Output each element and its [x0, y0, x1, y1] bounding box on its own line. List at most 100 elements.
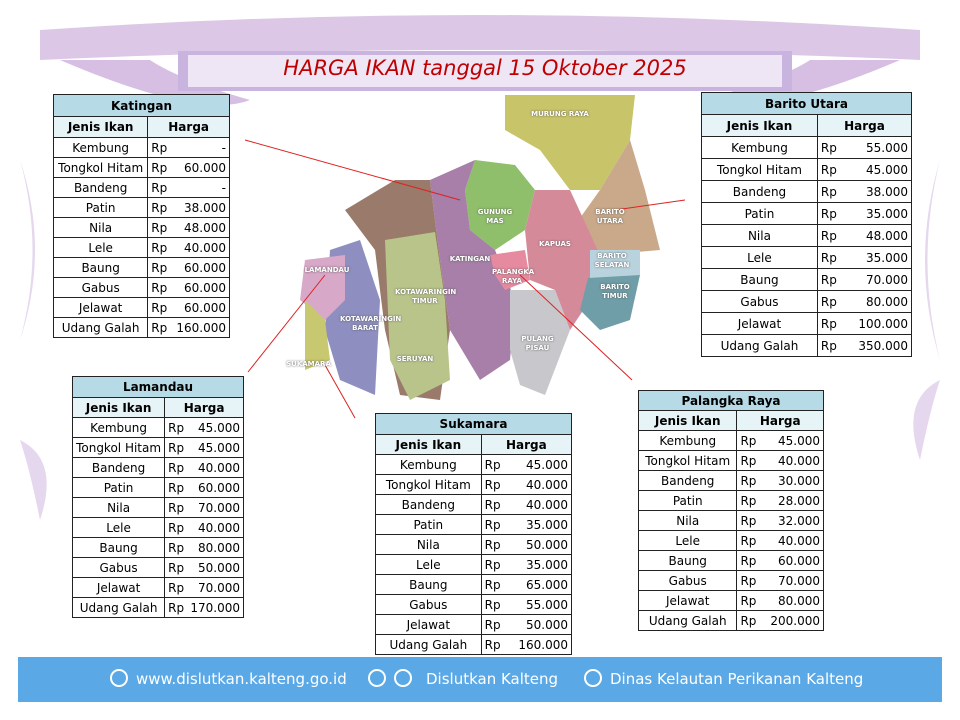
- price: 160.000: [173, 317, 231, 338]
- price: 45.000: [767, 430, 825, 451]
- row: Patin Rp 35.000: [375, 514, 573, 535]
- row: Tongkol Hitam Rp 60.000: [52, 157, 231, 178]
- currency: Rp: [480, 574, 516, 595]
- row: Tongkol Hitam Rp 40.000: [637, 450, 825, 471]
- price: 30.000: [767, 470, 825, 491]
- currency: Rp: [736, 590, 768, 611]
- currency: Rp: [164, 497, 188, 518]
- header: Harga: [164, 397, 244, 418]
- price: 45.000: [187, 437, 245, 458]
- map-label: LAMANDAU: [304, 266, 350, 274]
- row: Kembung Rp 45.000: [71, 417, 245, 438]
- footer: www.dislutkan.kalteng.go.id Dislutkan Ka…: [18, 657, 942, 702]
- row: Gabus Rp 70.000: [637, 570, 825, 591]
- row: Bandeng Rp 40.000: [71, 457, 245, 478]
- price: 35.000: [515, 514, 573, 535]
- price-table: Barito Utara Jenis Ikan Harga Kembung Rp 55.0…: [701, 92, 913, 357]
- price: 60.000: [173, 257, 231, 278]
- currency: Rp: [736, 610, 768, 631]
- currency: Rp: [816, 246, 856, 269]
- fish-name: Baung: [375, 574, 482, 595]
- currency: Rp: [164, 597, 188, 618]
- price: 100.000: [855, 312, 913, 335]
- row: Nila Rp 48.000: [52, 217, 231, 238]
- currency: Rp: [147, 297, 174, 318]
- row: Lele Rp 35.000: [375, 554, 573, 575]
- currency: Rp: [736, 490, 768, 511]
- currency: Rp: [164, 537, 188, 558]
- price: 160.000: [515, 634, 573, 655]
- price: 38.000: [173, 197, 231, 218]
- price: 50.000: [187, 557, 245, 578]
- row: Jelawat Rp 60.000: [52, 297, 231, 318]
- map-label: PALANGKA RAYA: [492, 268, 535, 285]
- fish-name: Udang Galah: [52, 317, 149, 338]
- row: Lele Rp 40.000: [52, 237, 231, 258]
- row: Patin Rp 38.000: [52, 197, 231, 218]
- map-label: MURUNG RAYA: [531, 110, 589, 118]
- row: Gabus Rp 50.000: [71, 557, 245, 578]
- currency: Rp: [816, 136, 856, 159]
- currency: Rp: [736, 550, 768, 571]
- price: 70.000: [767, 570, 825, 591]
- fish-name: Gabus: [71, 557, 166, 578]
- title: HARGA IKAN tanggal 15 Oktober 2025: [283, 56, 687, 80]
- header: Jenis Ikan: [701, 114, 818, 137]
- fish-name: Baung: [52, 257, 149, 278]
- row: Nila Rp 70.000: [71, 497, 245, 518]
- currency: Rp: [164, 477, 188, 498]
- price: 70.000: [187, 497, 245, 518]
- facebook-icon: [584, 669, 602, 687]
- fish-name: Udang Galah: [71, 597, 166, 618]
- fish-name: Baung: [637, 550, 738, 571]
- price: 80.000: [187, 537, 245, 558]
- currency: Rp: [164, 417, 188, 438]
- row: Baung Rp 80.000: [71, 537, 245, 558]
- price: 40.000: [515, 494, 573, 515]
- currency: Rp: [816, 158, 856, 181]
- facebook: Dinas Kelautan Perikanan Kalteng: [610, 670, 864, 688]
- map-label: KAPUAS: [539, 240, 571, 248]
- currency: Rp: [816, 290, 856, 313]
- fish-name: Bandeng: [375, 494, 482, 515]
- map-label: SUKAMARA: [286, 360, 331, 368]
- fish-name: Baung: [71, 537, 166, 558]
- row: Lele Rp 40.000: [71, 517, 245, 538]
- fish-name: Kembung: [52, 137, 149, 158]
- fish-name: Jelawat: [71, 577, 166, 598]
- fish-name: Udang Galah: [637, 610, 738, 631]
- header: Harga: [480, 434, 573, 455]
- price: 60.000: [767, 550, 825, 571]
- fish-name: Jelawat: [375, 614, 482, 635]
- header: Harga: [816, 114, 913, 137]
- currency: Rp: [147, 317, 174, 338]
- table-title-row: Katingan: [53, 94, 230, 117]
- price: 60.000: [187, 477, 245, 498]
- header: Jenis Ikan: [637, 410, 738, 431]
- currency: Rp: [480, 534, 516, 555]
- fish-name: Gabus: [52, 277, 149, 298]
- currency: Rp: [736, 470, 768, 491]
- currency: Rp: [736, 510, 768, 531]
- youtube-icon: [368, 669, 386, 687]
- map-label: KOTAWARINGIN TIMUR: [395, 288, 457, 305]
- fish-name: Patin: [701, 202, 818, 225]
- row: Kembung Rp 55.000: [701, 136, 913, 159]
- fish-name: Tongkol Hitam: [71, 437, 166, 458]
- price: 48.000: [855, 224, 913, 247]
- currency: Rp: [816, 180, 856, 203]
- table-title-row: Palangka Raya: [638, 390, 824, 411]
- row: Udang Galah Rp 350.000: [701, 334, 913, 357]
- price: 70.000: [187, 577, 245, 598]
- currency: Rp: [147, 217, 174, 238]
- fish-name: Lele: [637, 530, 738, 551]
- row: Gabus Rp 55.000: [375, 594, 573, 615]
- row: Jelawat Rp 80.000: [637, 590, 825, 611]
- fish-name: Baung: [701, 268, 818, 291]
- currency: Rp: [147, 277, 174, 298]
- currency: Rp: [480, 454, 516, 475]
- price: 70.000: [855, 268, 913, 291]
- fish-name: Gabus: [701, 290, 818, 313]
- price: 170.000: [187, 597, 245, 618]
